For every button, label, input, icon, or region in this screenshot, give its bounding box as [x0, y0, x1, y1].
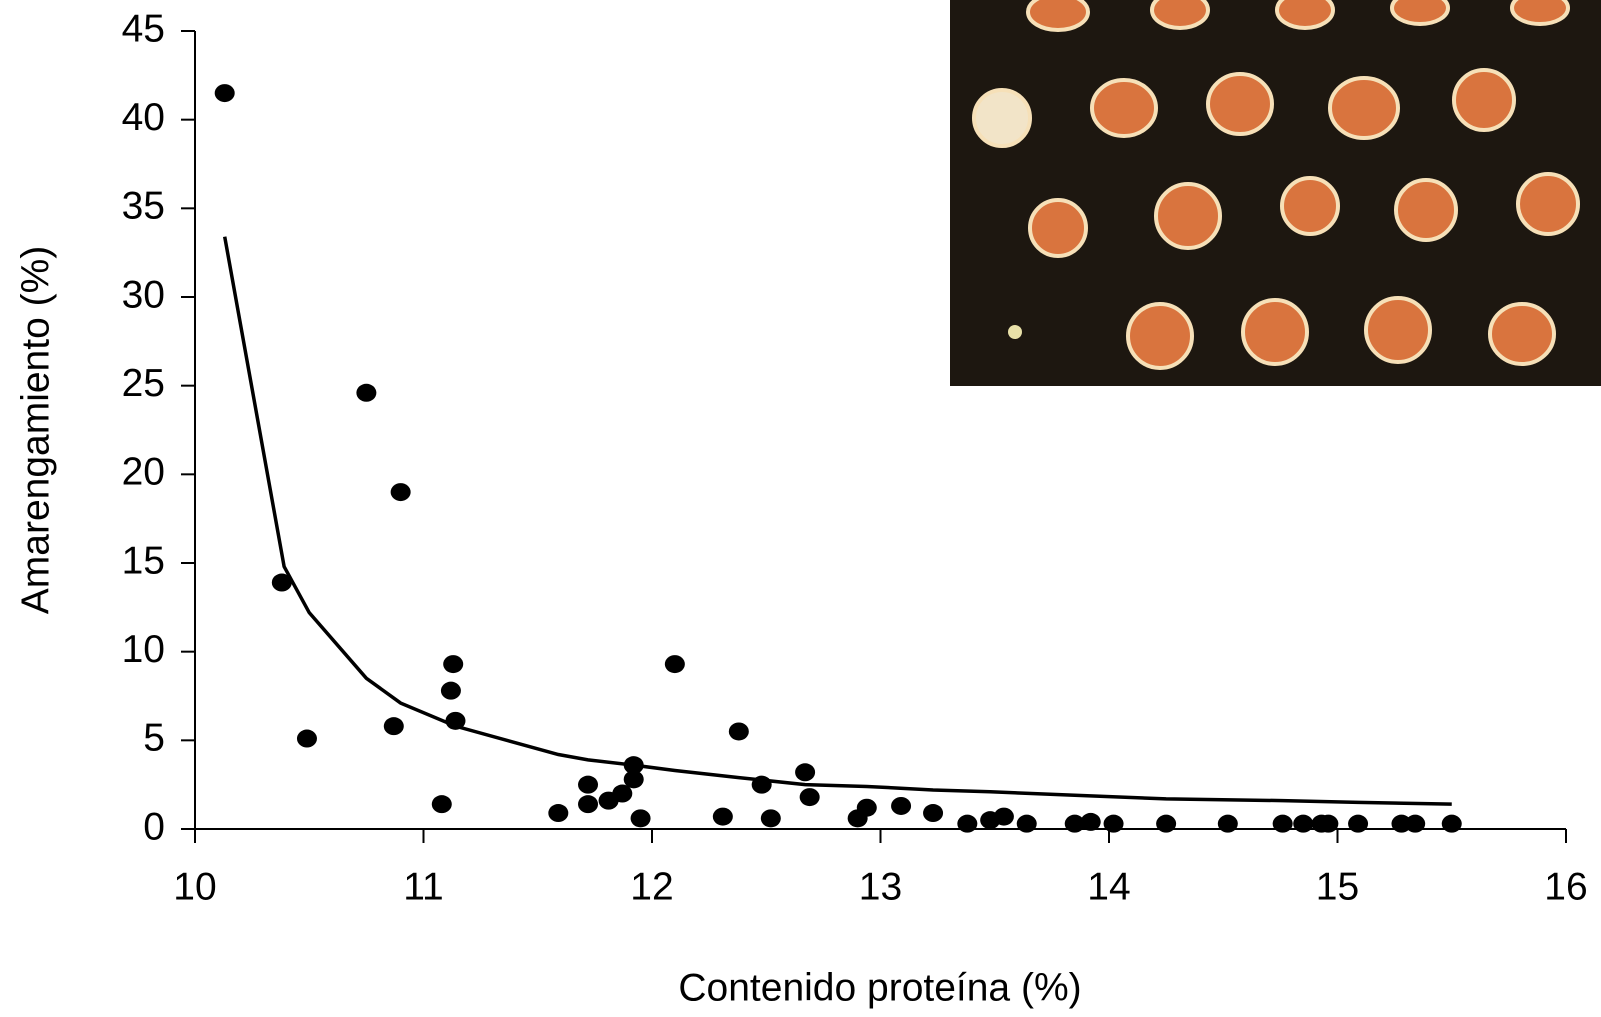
y-tick-label: 20 [122, 451, 165, 494]
y-tick-label: 30 [122, 273, 165, 316]
data-point [795, 763, 815, 781]
data-point [1442, 815, 1462, 833]
x-tick-label: 12 [630, 865, 673, 908]
y-tick-label: 5 [143, 717, 165, 760]
data-point [1104, 815, 1124, 833]
data-point [1218, 815, 1238, 833]
x-tick-label: 15 [1316, 865, 1359, 908]
y-tick-label: 35 [122, 185, 165, 228]
data-point [957, 815, 977, 833]
data-point [578, 795, 598, 813]
data-point [1017, 815, 1037, 833]
data-point [713, 808, 733, 826]
page: Contenido proteína (%) Amarengamiento (%… [0, 0, 1601, 1017]
photo-speck [1008, 325, 1022, 339]
data-point [548, 804, 568, 822]
y-axis-label: Amarengamiento (%) [14, 246, 57, 614]
data-point [857, 799, 877, 817]
data-point [356, 384, 376, 402]
data-point [891, 797, 911, 815]
x-tick-label: 11 [403, 865, 444, 908]
inset-photo [950, 0, 1601, 386]
chart: Contenido proteína (%) Amarengamiento (%… [0, 0, 1601, 1017]
data-point [923, 804, 943, 822]
y-tick-label: 0 [143, 805, 165, 848]
data-point [443, 655, 463, 673]
data-point [215, 84, 235, 102]
y-tick-label: 10 [122, 628, 165, 671]
x-tick-label: 16 [1544, 865, 1587, 908]
data-point [432, 795, 452, 813]
x-axis-label: Contenido proteína (%) [678, 966, 1081, 1009]
x-tick-label: 14 [1087, 865, 1130, 908]
y-tick-label: 40 [122, 96, 165, 139]
y-tick-label: 45 [122, 7, 165, 50]
data-point [1273, 815, 1293, 833]
data-point [578, 776, 598, 794]
data-point [297, 730, 317, 748]
data-point [1156, 815, 1176, 833]
data-point [800, 788, 820, 806]
data-point [624, 770, 644, 788]
y-tick-label: 25 [122, 362, 165, 405]
y-tick-label: 15 [122, 539, 165, 582]
data-point [631, 809, 651, 827]
data-point [391, 483, 411, 501]
data-point [384, 717, 404, 735]
data-point [1293, 815, 1313, 833]
data-point [1081, 813, 1101, 831]
data-point [1405, 815, 1425, 833]
x-tick-label: 13 [859, 865, 902, 908]
data-point [665, 655, 685, 673]
data-point [994, 808, 1014, 826]
x-tick-label: 10 [173, 865, 216, 908]
data-point [761, 809, 781, 827]
data-point [1318, 815, 1338, 833]
data-point [1348, 815, 1368, 833]
data-point [729, 722, 749, 740]
data-point [441, 682, 461, 700]
